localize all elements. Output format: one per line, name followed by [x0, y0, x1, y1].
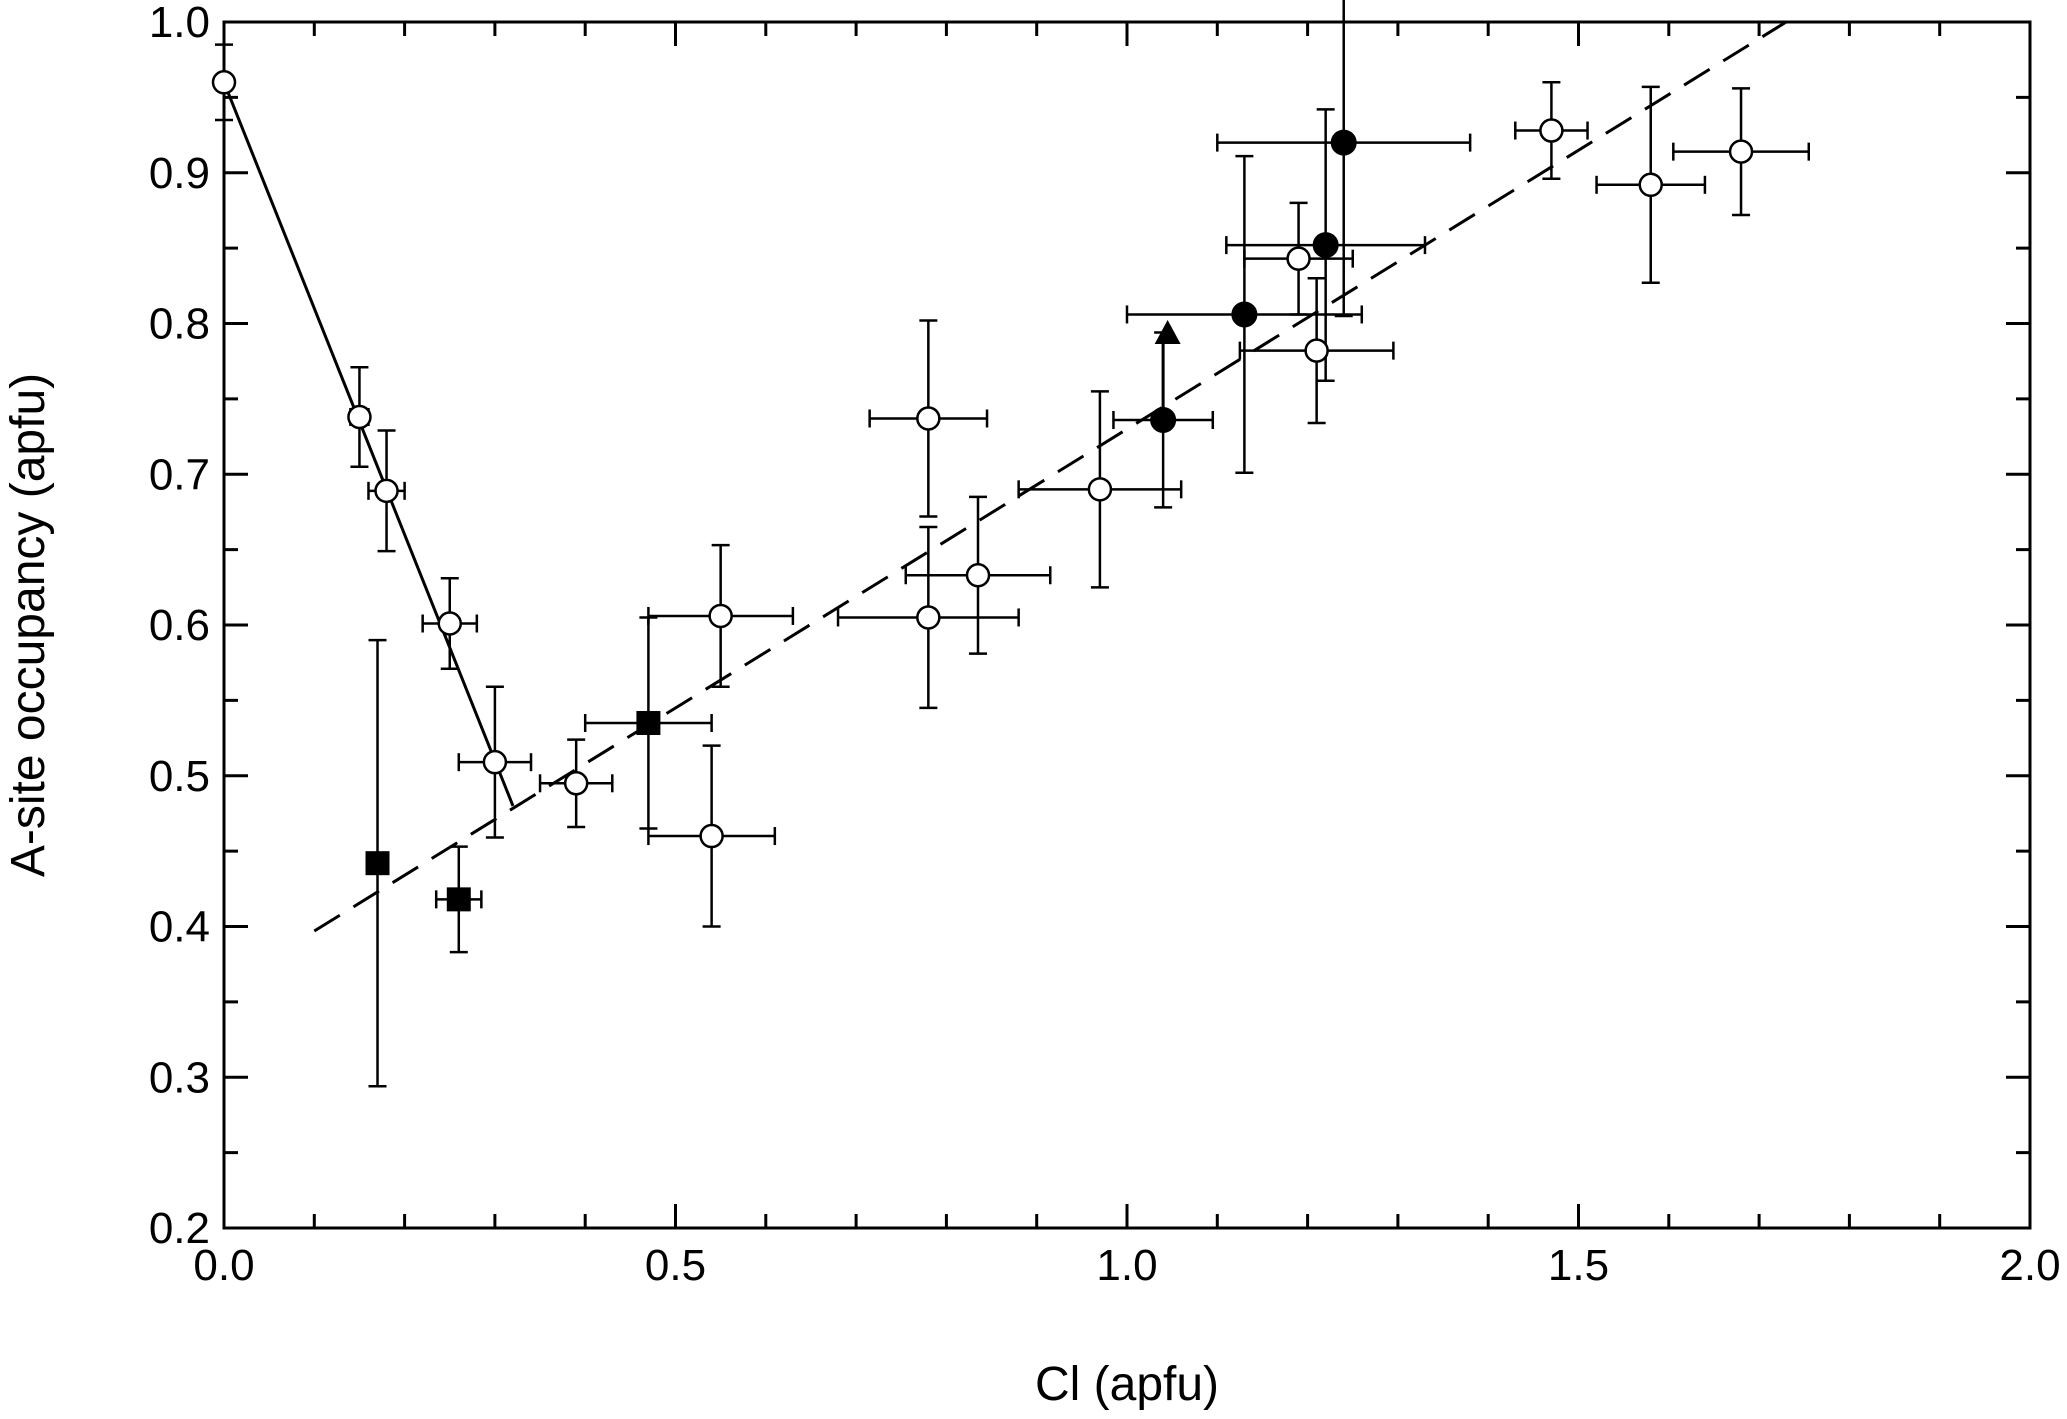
open-circle-point	[482, 749, 508, 775]
open-circle-point	[563, 771, 589, 796]
dashed-fit-line	[313, 20, 1787, 933]
x-tick-label: 0.5	[645, 1241, 706, 1290]
open-circle-point	[1304, 338, 1329, 363]
filled-square-point	[636, 710, 661, 735]
x-axis-title: Cl (apfu)	[1035, 1358, 1219, 1411]
filled-square-point	[365, 851, 390, 876]
data-markers	[211, 70, 1754, 912]
filled-circle-point	[1312, 232, 1339, 259]
solid-fit-line	[222, 81, 515, 807]
open-circle-point	[1539, 118, 1564, 143]
x-tick-label: 2.0	[1999, 1241, 2060, 1290]
x-tick-label: 0.0	[193, 1241, 254, 1290]
axis-ticks	[222, 20, 2032, 1230]
open-circle-point	[211, 70, 237, 95]
filled-square-point	[446, 887, 471, 912]
open-circle-point	[916, 605, 941, 630]
open-circle-point	[916, 406, 941, 431]
open-circle-point	[1638, 172, 1663, 198]
open-circle-point	[374, 478, 399, 504]
open-circle-point	[1286, 246, 1311, 271]
filled-circle-point	[1330, 129, 1357, 156]
x-tick-label: 1.5	[1548, 1241, 1609, 1290]
y-tick-label: 0.9	[149, 149, 210, 198]
open-circle-point	[347, 404, 372, 430]
y-tick-label: 0.3	[149, 1053, 210, 1102]
y-tick-label: 0.5	[149, 752, 210, 801]
filled-circle-point	[1231, 301, 1258, 328]
x-tick-label: 1.0	[1096, 1241, 1157, 1290]
y-tick-label: 0.8	[149, 300, 210, 349]
y-tick-label: 1.0	[149, 0, 210, 47]
y-axis-title: A-site occupancy (apfu)	[2, 373, 55, 877]
error-bars	[215, 0, 1811, 1088]
open-circle-point	[437, 611, 462, 636]
filled-circle-point	[1150, 406, 1177, 433]
plot-frame	[222, 20, 2032, 1230]
open-circle-point	[1728, 139, 1754, 164]
y-tick-label: 0.6	[149, 601, 210, 650]
open-circle-point	[699, 823, 724, 849]
y-tick-label: 0.7	[149, 450, 210, 499]
y-tick-label: 0.4	[149, 903, 210, 952]
y-tick-label: 0.2	[149, 1204, 210, 1253]
open-circle-point	[965, 563, 991, 588]
tick-labels: 0.0 0.5 1.0 1.5 2.0 0.2 0.3 0.4 0.5 0.6 0.7 0.8 0.9 1…	[149, 0, 2061, 1290]
open-circle-point	[708, 603, 733, 629]
filled-triangle-point	[1154, 320, 1181, 345]
open-circle-point	[1087, 477, 1113, 502]
